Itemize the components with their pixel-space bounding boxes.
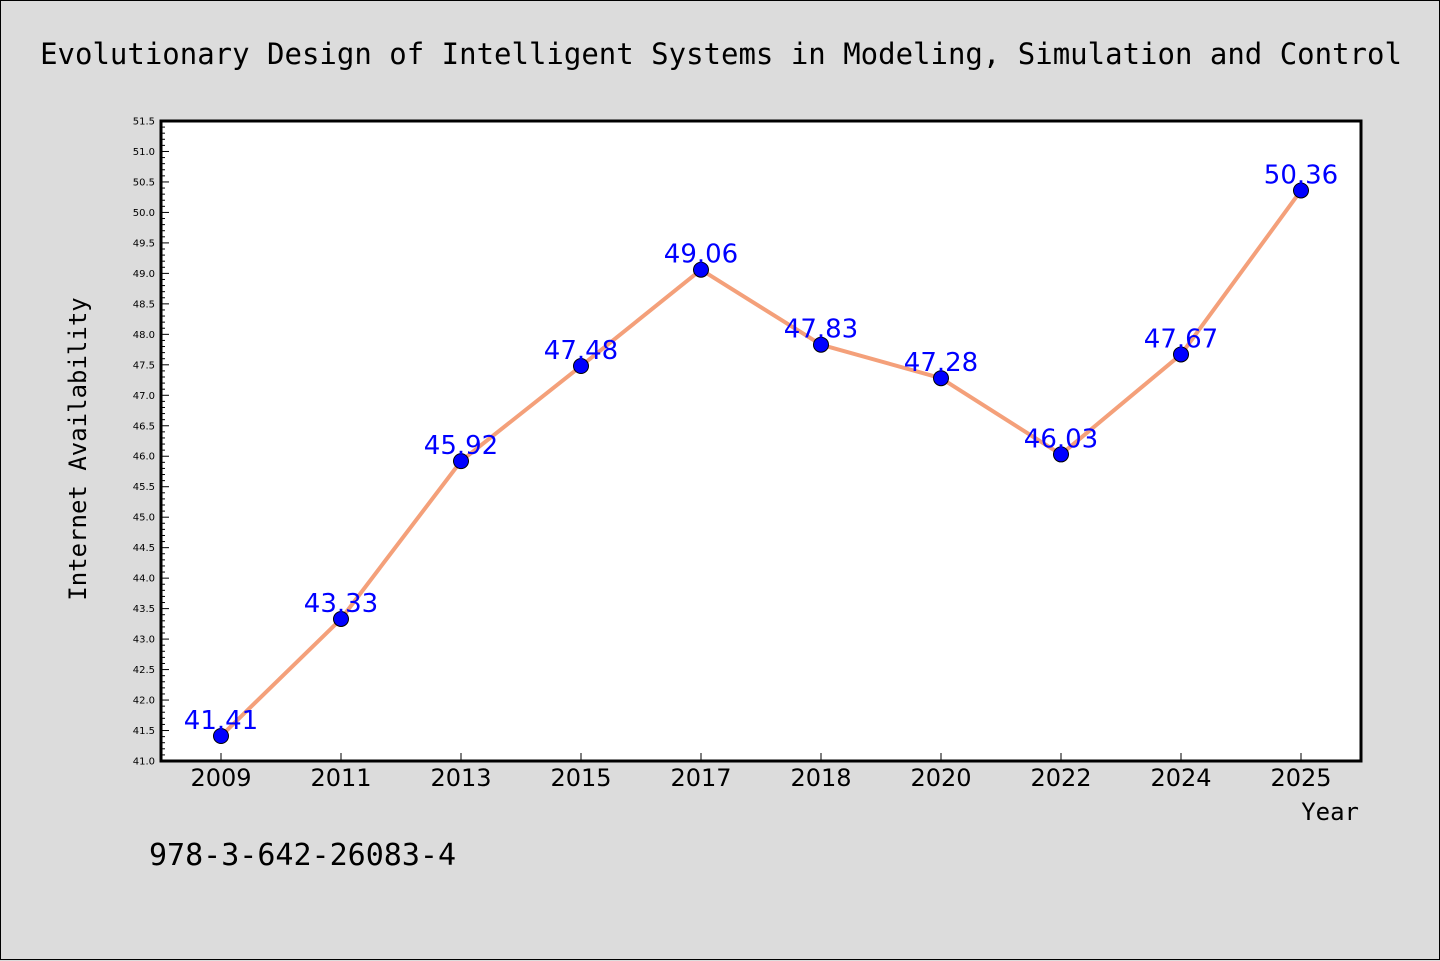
y-tick-label: 45.0 [133,513,155,524]
x-tick-label: 2020 [910,764,971,792]
y-tick-label: 51.0 [133,147,155,158]
x-tick-label: 2022 [1030,764,1091,792]
data-point-marker [693,261,709,278]
x-tick-label: 2018 [790,764,851,792]
y-tick-label: 41.5 [133,726,155,737]
y-tick-label: 51.5 [133,117,155,128]
x-tick-label: 2015 [550,764,611,792]
series-line [219,189,1303,738]
x-tick-label: 2009 [190,764,251,792]
data-label: 41.41 [184,706,258,736]
y-tick-label: 49.0 [133,269,155,280]
data-point-marker [453,453,469,470]
y-tick-label: 45.5 [133,482,155,493]
isbn-footnote: 978-3-642-26083-4 [149,838,456,873]
y-tick-label: 43.0 [133,635,155,646]
chart-title: Evolutionary Design of Intelligent Syste… [40,37,1402,71]
x-tick-label: 2011 [310,764,371,792]
data-label: 50.36 [1264,160,1338,190]
data-point-marker [1173,346,1189,363]
series-line-group [219,189,1303,738]
y-tick-label: 44.0 [133,574,155,585]
data-point-marker [813,336,829,353]
data-labels: 41.41 43.33 45.92 47.48 49.06 47.83 47.28 46.03… [184,160,1338,736]
x-tick-label: 2025 [1270,764,1331,792]
data-label: 43.33 [304,589,378,619]
y-tick-label: 48.5 [133,299,155,310]
data-point-marker [1293,182,1309,199]
data-label: 47.48 [544,336,618,366]
y-tick-label: 44.5 [133,543,155,554]
data-label: 46.03 [1024,424,1098,454]
data-label: 47.28 [904,348,978,378]
y-tick-label: 50.5 [133,177,155,188]
data-point-marker [333,610,349,627]
y-tick-label: 42.5 [133,665,155,676]
data-point-marker [573,358,589,375]
data-point-marker [213,728,229,745]
x-axis-label: Year [1301,798,1359,826]
plot-area [161,121,1361,761]
x-tick-label: 2013 [430,764,491,792]
y-tick-label: 42.0 [133,696,155,707]
y-tick-label: 46.5 [133,421,155,432]
x-axis-ticks: 2009 2011 2013 2015 2017 2018 2020 2022 2024 2025 [190,753,1332,792]
y-tick-label: 41.0 [133,757,155,768]
y-tick-label: 47.0 [133,391,155,402]
y-tick-label: 50.0 [133,208,155,219]
data-label: 47.67 [1144,324,1218,354]
data-label: 49.06 [664,240,738,270]
data-label: 45.92 [424,431,498,461]
x-tick-label: 2024 [1150,764,1211,792]
plot-border [159,119,1363,763]
data-point-marker [1053,446,1069,463]
x-tick-label: 2017 [670,764,731,792]
y-tick-label: 46.0 [133,452,155,463]
data-label: 47.83 [784,315,858,345]
data-point-marker [933,370,949,387]
y-axis-label: Internet Availability [64,297,92,600]
y-tick-label: 43.5 [133,604,155,615]
y-tick-label: 48.0 [133,330,155,341]
y-tick-label: 49.5 [133,238,155,249]
y-tick-label: 47.5 [133,360,155,371]
data-markers [213,182,1309,745]
